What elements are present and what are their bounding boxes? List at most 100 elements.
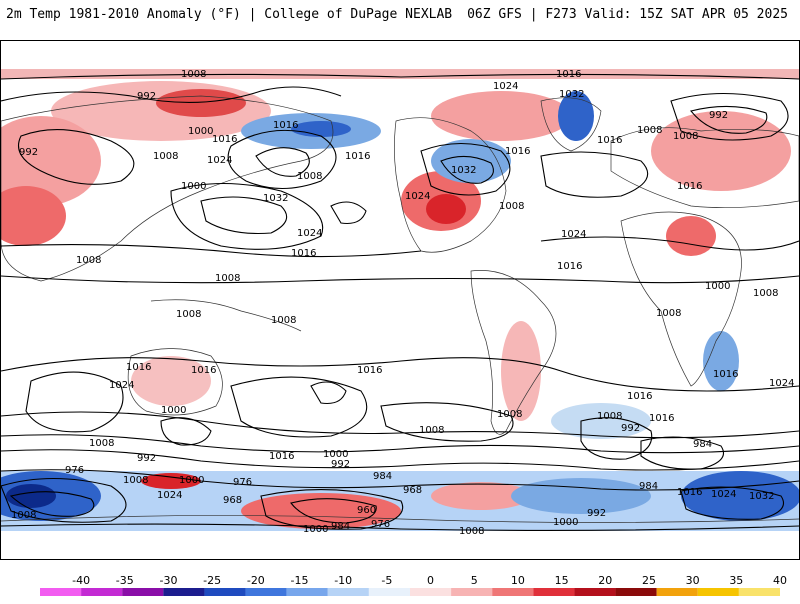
- legend-swatches: [40, 588, 780, 596]
- cool-anomaly-antarctic-west-core: [6, 484, 56, 508]
- legend-swatch: [122, 588, 164, 596]
- isobar-label: 1016: [273, 120, 298, 131]
- isobar-label: 1008: [499, 201, 524, 212]
- isobar-label: 1016: [677, 181, 702, 192]
- warm-anomaly-southern-ocean-2: [431, 482, 531, 510]
- isobars: [1, 73, 799, 532]
- isobar-label: 984: [639, 481, 658, 492]
- cool-anomaly-greenland: [558, 91, 594, 141]
- isobar-label: 1024: [207, 155, 232, 166]
- isobar-label: 1024: [769, 378, 794, 389]
- isobar-label: 1008: [153, 151, 178, 162]
- isobar-label: 968: [223, 495, 242, 506]
- warm-anomaly-greenland: [431, 91, 571, 141]
- isobar-label: 968: [403, 485, 422, 496]
- isobar-label: 992: [621, 423, 640, 434]
- warm-anomaly-africa: [666, 216, 716, 256]
- isobar-label: 1000: [161, 405, 186, 416]
- legend-tick-label: 25: [642, 574, 656, 587]
- isobar-label: 1000: [705, 281, 730, 292]
- isobar-label: 1000: [323, 449, 348, 460]
- warm-anomaly-india: [1, 186, 66, 246]
- isobar-label: 1024: [157, 490, 182, 501]
- isobar-label: 1016: [269, 451, 294, 462]
- isobar-label: 1024: [405, 191, 430, 202]
- isobar-label: 1024: [493, 81, 518, 92]
- coastlines: [1, 95, 799, 523]
- isobar-label: 1024: [109, 380, 134, 391]
- warm-anomaly-australia: [131, 356, 211, 406]
- isobar-label: 1000: [303, 524, 328, 535]
- coastline-africa: [620, 211, 742, 387]
- color-legend-svg: -40 -35 -30 -25 -20 -15 -10 -5 0 5 10 15 20 25 30 35 40: [40, 574, 787, 596]
- cool-anomaly-canada: [431, 139, 511, 183]
- legend-swatch: [738, 588, 780, 596]
- isobar-label: 1008: [76, 255, 101, 266]
- legend-tick-label: 40: [773, 574, 787, 587]
- coastline-europe: [610, 127, 799, 209]
- isobar-label: 1032: [451, 165, 476, 176]
- warm-anomaly-west-asia: [1, 116, 101, 206]
- coastline-antarctica: [1, 515, 799, 523]
- isobar-label: 1016: [649, 413, 674, 424]
- legend-swatch: [451, 588, 493, 596]
- isobar-label: 1008: [215, 273, 240, 284]
- coastline-south-america: [470, 270, 557, 435]
- legend-swatch: [368, 588, 410, 596]
- legend-swatch: [410, 588, 452, 596]
- legend-tick-label: 30: [686, 574, 700, 587]
- isobar-label: 960: [357, 505, 376, 516]
- isobar-label: 1008: [637, 125, 662, 136]
- isobar-label: 1016: [597, 135, 622, 146]
- legend-swatch: [327, 588, 369, 596]
- legend-tick-label: -5: [381, 574, 392, 587]
- anomaly-shading: [1, 81, 799, 529]
- isobar-label: 1032: [749, 491, 774, 502]
- isobar-label: 1008: [459, 526, 484, 537]
- isobar-label: 1008: [176, 309, 201, 320]
- map-title: 2m Temp 1981-2010 Anomaly (°F) | College…: [6, 7, 453, 22]
- isobar-label: 1016: [556, 69, 581, 80]
- legend-tick-label: -35: [116, 574, 134, 587]
- legend-swatch: [245, 588, 287, 596]
- cool-anomaly-antarctic-central: [511, 478, 651, 514]
- legend-ticks: -40 -35 -30 -25 -20 -15 -10 -5 0 5 10 15 20 25 30 35 40: [72, 574, 787, 587]
- isobar-label: 1016: [557, 261, 582, 272]
- isobar-label: 992: [709, 110, 728, 121]
- isobar-label: 1000: [179, 475, 204, 486]
- coastline-indonesia: [150, 299, 302, 332]
- legend-tick-label: 35: [729, 574, 743, 587]
- isobar-label: 1016: [212, 134, 237, 145]
- warm-anomaly-asia-core: [156, 89, 246, 117]
- isobar-label: 984: [331, 521, 350, 532]
- isobar-label: 1008: [597, 411, 622, 422]
- isobar-label: 992: [137, 91, 156, 102]
- isobar-label: 1008: [419, 425, 444, 436]
- isobar-label: 1024: [561, 229, 586, 240]
- isobar-label: 1008: [89, 438, 114, 449]
- isobar-label: 1008: [673, 131, 698, 142]
- legend-tick-label: -20: [247, 574, 265, 587]
- cool-anomaly-south-atlantic: [551, 403, 651, 439]
- legend-swatch: [81, 588, 123, 596]
- warm-anomaly-antarctic-south: [141, 473, 201, 489]
- legend-swatch: [697, 588, 739, 596]
- warm-anomaly-us-core: [426, 194, 466, 224]
- legend-tick-label: 5: [471, 574, 478, 587]
- isobar-label: 1000: [553, 517, 578, 528]
- legend-swatch: [286, 588, 328, 596]
- isobar-label: 984: [693, 439, 712, 450]
- isobar-label: 992: [331, 459, 350, 470]
- isobar-label: 992: [19, 147, 38, 158]
- legend-tick-label: 20: [598, 574, 612, 587]
- legend-tick-label: -25: [203, 574, 221, 587]
- isobar-label: 1016: [713, 369, 738, 380]
- isobar-label: 1008: [497, 409, 522, 420]
- legend-swatch: [492, 588, 534, 596]
- warm-anomaly-europe: [651, 111, 791, 191]
- isobar-label: 1016: [345, 151, 370, 162]
- isobar-label: 1008: [11, 510, 36, 521]
- legend-tick-label: -40: [72, 574, 90, 587]
- isobar-label: 1008: [271, 315, 296, 326]
- isobar-label: 1008: [656, 308, 681, 319]
